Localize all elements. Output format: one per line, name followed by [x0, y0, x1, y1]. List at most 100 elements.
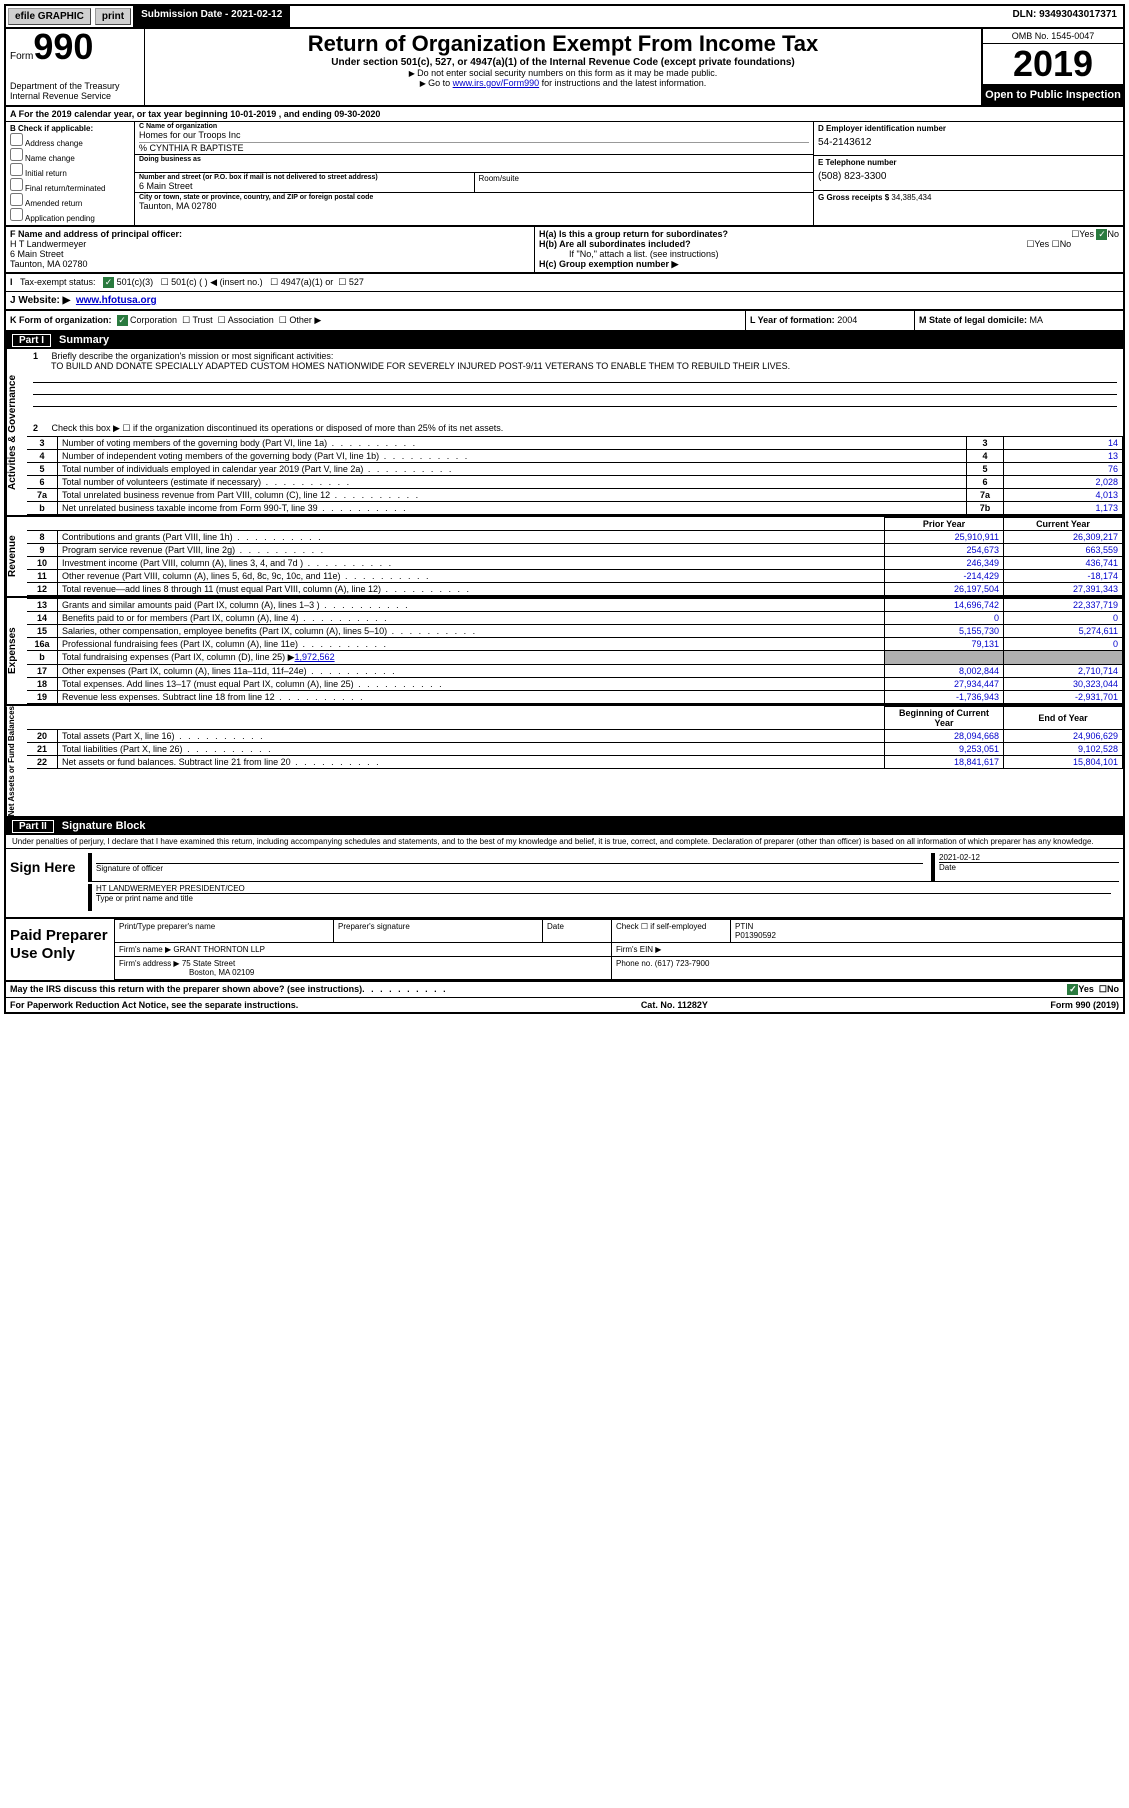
b-item-2: Initial return [25, 169, 67, 178]
line-num: 15 [27, 624, 58, 637]
chk-name-change[interactable] [10, 148, 23, 161]
prior-year: -214,429 [885, 569, 1004, 582]
paperwork-notice: For Paperwork Reduction Act Notice, see … [10, 1000, 298, 1010]
current-year: 2,710,714 [1004, 664, 1123, 677]
firm-phone-cell: Phone no. (617) 723-7900 [612, 957, 1123, 980]
submission-date: Submission Date - 2021-02-12 [133, 6, 290, 27]
dln-label: DLN: [1012, 9, 1039, 20]
goto-pre: Go to [428, 78, 453, 88]
begin-year-hdr: Beginning of Current Year [885, 706, 1004, 729]
firm-addr1: 75 State Street [182, 959, 235, 968]
line-desc: Total number of individuals employed in … [58, 462, 967, 475]
column-f: F Name and address of principal officer:… [6, 227, 534, 272]
sig-date-label: Date [939, 862, 1119, 872]
current-year-hdr: Current Year [1004, 517, 1123, 530]
dept-treasury: Department of the Treasury Internal Reve… [10, 81, 140, 101]
table-row: 18 Total expenses. Add lines 13–17 (must… [27, 677, 1123, 690]
cat-no: Cat. No. 11282Y [641, 1000, 708, 1010]
line-num: 10 [27, 556, 58, 569]
period-text: For the 2019 calendar year, or tax year … [19, 109, 381, 119]
check-icon: ✓ [117, 315, 128, 326]
sig-line-2: HT LANDWERMEYER PRESIDENT/CEO Type or pr… [88, 884, 1119, 911]
paid-row-1: Print/Type preparer's name Preparer's si… [115, 920, 1123, 943]
ptin-label: PTIN [735, 922, 753, 931]
website-link[interactable]: www.hfotusa.org [76, 295, 157, 306]
chk-amended[interactable] [10, 193, 23, 206]
ha-yes: Yes [1079, 229, 1094, 239]
chk-initial-return[interactable] [10, 163, 23, 176]
efile-button[interactable]: efile GRAPHIC [8, 8, 91, 25]
prior-year: 26,197,504 [885, 582, 1004, 595]
signature-intro: Under penalties of perjury, I declare th… [6, 835, 1123, 849]
k-label: K Form of organization: [10, 315, 112, 325]
column-c: C Name of organization Homes for our Tro… [135, 122, 813, 225]
instr-ssn: Do not enter social security numbers on … [151, 68, 975, 78]
current-year: 663,559 [1004, 543, 1123, 556]
line-desc: Other revenue (Part VIII, column (A), li… [58, 569, 885, 582]
m-value: MA [1030, 315, 1044, 325]
line-num: 21 [27, 742, 58, 755]
h-c: H(c) Group exemption number ▶ [539, 259, 1119, 270]
mission-label: Briefly describe the organization's miss… [52, 351, 334, 361]
table-row: 12 Total revenue—add lines 8 through 11 … [27, 582, 1123, 595]
sig-date: 2021-02-12 Date [931, 853, 1119, 881]
line-desc: Salaries, other compensation, employee b… [58, 624, 885, 637]
e-label: E Telephone number [818, 158, 1119, 167]
line-desc: Other expenses (Part IX, column (A), lin… [58, 664, 885, 677]
line-desc: Revenue less expenses. Subtract line 18 … [58, 690, 885, 703]
line-num: 9 [27, 543, 58, 556]
street-label: Number and street (or P.O. box if mail i… [139, 174, 470, 181]
form-word: Form [10, 51, 33, 62]
current-year: 436,741 [1004, 556, 1123, 569]
l-year: L Year of formation: 2004 [745, 311, 914, 330]
paid-preparer-label: Paid Preparer Use Only [6, 919, 114, 980]
omb-number: OMB No. 1545-0047 [983, 29, 1123, 44]
officer-signature[interactable]: Signature of officer [88, 853, 923, 881]
line-desc: Total liabilities (Part X, line 26) [58, 742, 885, 755]
line2-num: 2 [33, 423, 49, 433]
line-num: b [27, 650, 58, 664]
line2-text: Check this box ▶ ☐ if the organization d… [52, 423, 504, 433]
line-desc: Number of independent voting members of … [58, 449, 967, 462]
header-right: OMB No. 1545-0047 2019 Open to Public In… [981, 29, 1123, 105]
g-value: 34,385,434 [891, 193, 931, 202]
chk-app-pending[interactable] [10, 208, 23, 221]
line-value: 76 [1004, 462, 1123, 475]
current-year: 30,323,044 [1004, 677, 1123, 690]
line-num: 20 [27, 729, 58, 742]
officer-name: HT LANDWERMEYER PRESIDENT/CEO Type or pr… [88, 884, 1111, 911]
cell-gross: G Gross receipts $ 34,385,434 [813, 191, 1123, 225]
summary-revenue: Revenue Prior Year Current Year8 Contrib… [6, 517, 1123, 598]
part-2-title: Signature Block [62, 820, 146, 833]
line-desc: Total assets (Part X, line 16) [58, 729, 885, 742]
line-desc: Grants and similar amounts paid (Part IX… [58, 598, 885, 611]
line-desc: Net unrelated business taxable income fr… [58, 501, 967, 514]
print-button[interactable]: print [95, 8, 131, 25]
part-2-num: Part II [12, 820, 54, 833]
begin-year: 28,094,668 [885, 729, 1004, 742]
chk-final-return[interactable] [10, 178, 23, 191]
sig-date-value: 2021-02-12 [939, 853, 1119, 862]
current-year: -2,931,701 [1004, 690, 1123, 703]
hc-label: H(c) Group exemption number ▶ [539, 259, 678, 269]
m-label: M State of legal domicile: [919, 315, 1027, 325]
line-value: 4,013 [1004, 488, 1123, 501]
irs-link[interactable]: www.irs.gov/Form990 [453, 78, 540, 88]
table-row: 3 Number of voting members of the govern… [27, 436, 1123, 449]
ptin-cell: PTINP01390592 [731, 920, 1123, 943]
chk-address-change[interactable] [10, 133, 23, 146]
line-num: 22 [27, 755, 58, 768]
table-row: 13 Grants and similar amounts paid (Part… [27, 598, 1123, 611]
activities-content: 1 Briefly describe the organization's mi… [27, 349, 1123, 515]
line-2: 2 Check this box ▶ ☐ if the organization… [27, 421, 1123, 436]
table-row: 17 Other expenses (Part IX, column (A), … [27, 664, 1123, 677]
discuss-no: No [1107, 984, 1119, 995]
revenue-table: Prior Year Current Year8 Contributions a… [27, 517, 1123, 596]
l-label: L Year of formation: [750, 315, 835, 325]
fundraising-link[interactable]: 1,972,562 [295, 652, 335, 662]
blank-line [33, 384, 1117, 395]
prior-year: 246,349 [885, 556, 1004, 569]
current-year: 5,274,611 [1004, 624, 1123, 637]
line-desc: Professional fundraising fees (Part IX, … [58, 637, 885, 650]
line-num: 8 [27, 530, 58, 543]
